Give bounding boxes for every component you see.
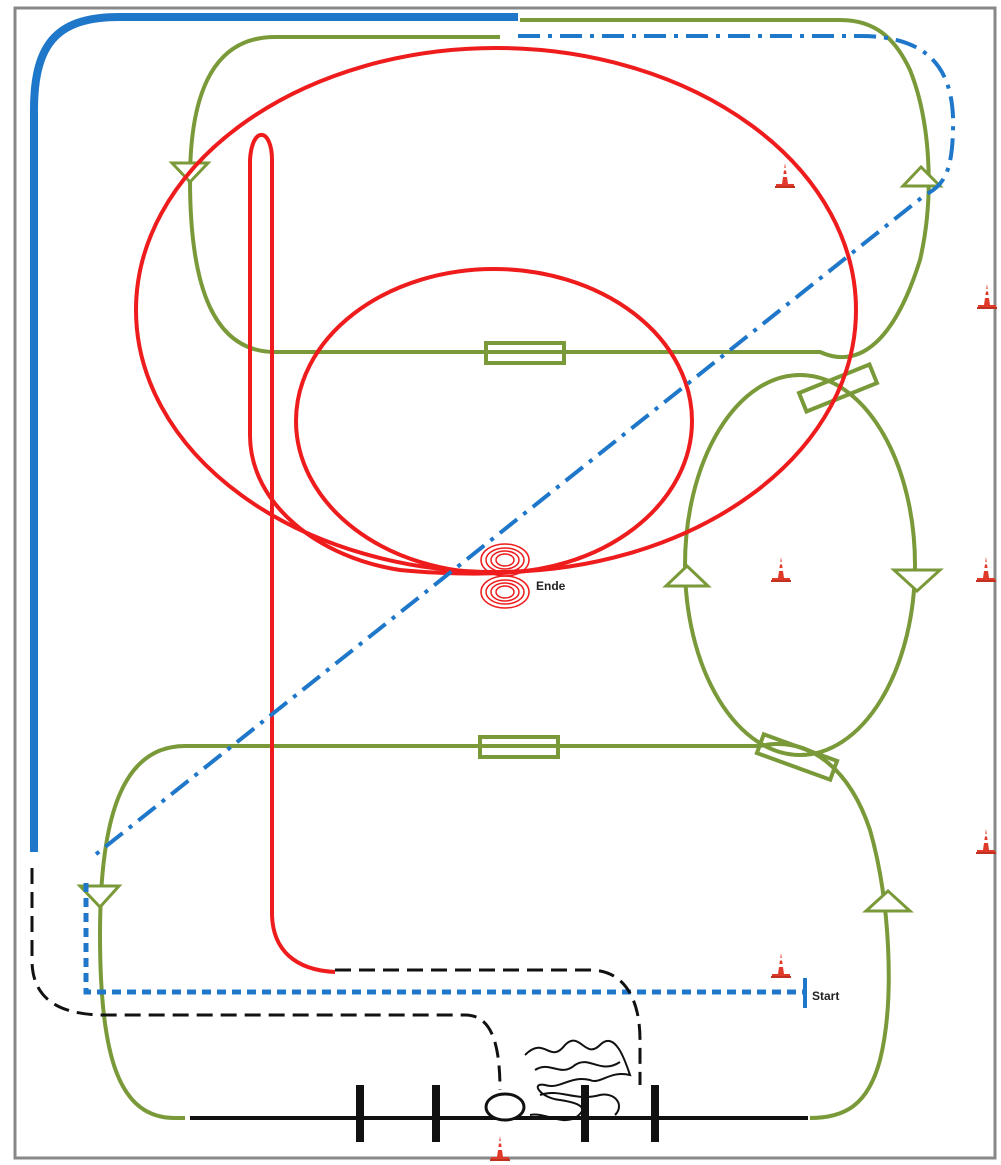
green-bottom-loop [97,742,891,1120]
bridge-right-bottom [754,731,840,783]
red-large-ellipse [134,46,858,574]
green-top-loop [187,18,931,359]
traffic-cone-icon [976,829,996,854]
zigzag-marker [524,1039,632,1122]
circle-marker [484,1092,526,1122]
start-label: Start [812,989,839,1003]
blue-dash-dot-path [93,34,956,857]
bridge-top [484,341,566,365]
blue-dotted-path [83,883,805,995]
blue-solid-path [30,13,518,852]
direction-arrows [76,161,944,913]
bridge-right-top [796,361,880,415]
traffic-cone-icon [771,953,791,978]
triangle-arrow-icon [76,884,123,910]
triangle-arrow-icon [899,164,944,188]
green-track [97,18,931,1120]
ende-figure-eight [480,543,530,609]
traffic-cone-icon [771,557,791,582]
traffic-cone-icon [775,163,795,188]
red-inner-circle [294,267,694,575]
red-slalom-line [248,132,501,974]
traffic-cone-icon [976,557,996,582]
triangle-arrow-icon [862,888,914,913]
red-path [134,46,858,974]
black-dashed-inner [335,968,642,1085]
cones [490,163,997,1161]
bridge-bottom [478,735,560,759]
triangle-arrow-icon [890,568,944,594]
black-dashed-outer [30,868,502,1091]
bottom-gate-line [190,1039,808,1142]
ende-label: Ende [536,579,566,593]
green-middle-ellipse [683,373,917,757]
triangle-arrow-icon [662,563,712,588]
traffic-cone-icon [490,1136,510,1161]
